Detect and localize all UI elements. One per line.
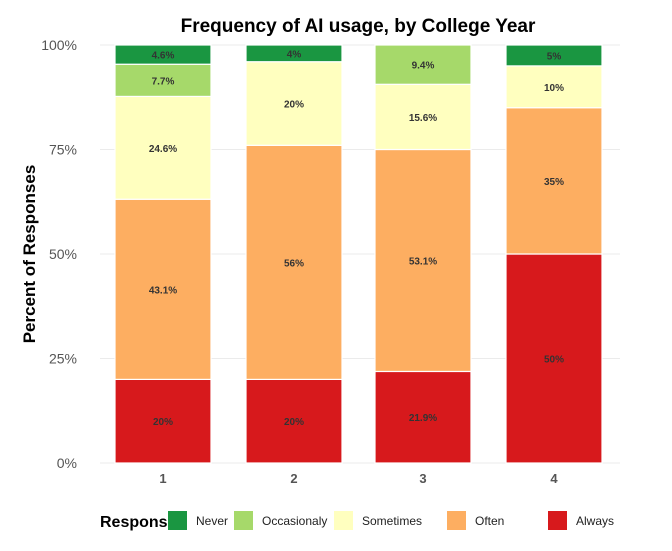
legend-key-occasionaly — [234, 511, 253, 530]
bar-always-year-1 — [114, 378, 212, 464]
y-tick-label: 25% — [49, 351, 77, 367]
bar-never-year-2 — [245, 44, 343, 63]
y-tick-label: 0% — [57, 455, 77, 471]
bar-sometimes-year-3 — [374, 83, 472, 151]
data-label: 24.6% — [149, 144, 177, 155]
legend-label: Always — [576, 514, 614, 528]
data-label: 43.1% — [149, 285, 177, 296]
bar-always-year-3 — [374, 370, 472, 464]
data-label: 53.1% — [409, 256, 437, 267]
x-tick-label: 2 — [290, 471, 297, 486]
y-tick-label: 50% — [49, 246, 77, 262]
bar-sometimes-year-1 — [114, 95, 212, 200]
x-tick-label: 3 — [419, 471, 426, 486]
data-label: 5% — [547, 51, 562, 62]
bar-always-year-4 — [505, 253, 603, 464]
data-label: 35% — [544, 177, 564, 188]
bars: 20% 43.1% 24.6% 7.7% 4.6% 20% 56% 20% 4% 21.9% 53.… — [114, 44, 603, 464]
bar-always-year-2 — [245, 378, 343, 464]
legend-label: Occasionaly — [262, 514, 327, 528]
data-label: 20% — [153, 417, 173, 428]
bar-often-year-3 — [374, 148, 472, 373]
legend-key-sometimes — [334, 511, 353, 530]
legend-title: Response — [100, 514, 177, 531]
x-tick-label: 1 — [159, 471, 166, 486]
legend-label: Often — [475, 514, 504, 528]
data-label: 56% — [284, 258, 304, 269]
y-axis-ticks: 0% 25% 50% 75% 100% — [41, 37, 77, 471]
y-axis-label: Percent of Responses — [20, 165, 39, 344]
legend-label: Sometimes — [362, 514, 422, 528]
data-label: 10% — [544, 83, 564, 94]
data-label: 21.9% — [409, 413, 437, 424]
data-label: 20% — [284, 417, 304, 428]
data-label: 4% — [287, 49, 302, 60]
x-tick-label: 4 — [550, 471, 558, 486]
bar-often-year-2 — [245, 144, 343, 381]
data-label: 20% — [284, 100, 304, 111]
bar-occasionaly-year-3 — [374, 44, 472, 85]
y-tick-label: 75% — [49, 142, 77, 158]
data-label: 4.6% — [152, 51, 175, 62]
legend-label: Never — [196, 514, 228, 528]
x-axis-ticks: 1 2 3 4 — [159, 471, 558, 486]
y-tick-label: 100% — [41, 37, 77, 53]
data-label: 9.4% — [412, 61, 435, 72]
legend-key-often — [447, 511, 466, 530]
bar-never-year-4 — [505, 44, 603, 67]
bar-sometimes-year-4 — [505, 65, 603, 109]
chart-title: Frequency of AI usage, by College Year — [181, 16, 536, 37]
bar-often-year-4 — [505, 107, 603, 255]
data-label: 50% — [544, 355, 564, 366]
legend: Response Never Occasionaly Sometimes Often A… — [100, 511, 614, 531]
legend-key-never — [168, 511, 187, 530]
data-label: 7.7% — [152, 76, 175, 87]
bar-sometimes-year-2 — [245, 61, 343, 146]
bar-never-year-1 — [114, 44, 212, 65]
legend-key-always — [548, 511, 567, 530]
data-label: 15.6% — [409, 113, 437, 124]
